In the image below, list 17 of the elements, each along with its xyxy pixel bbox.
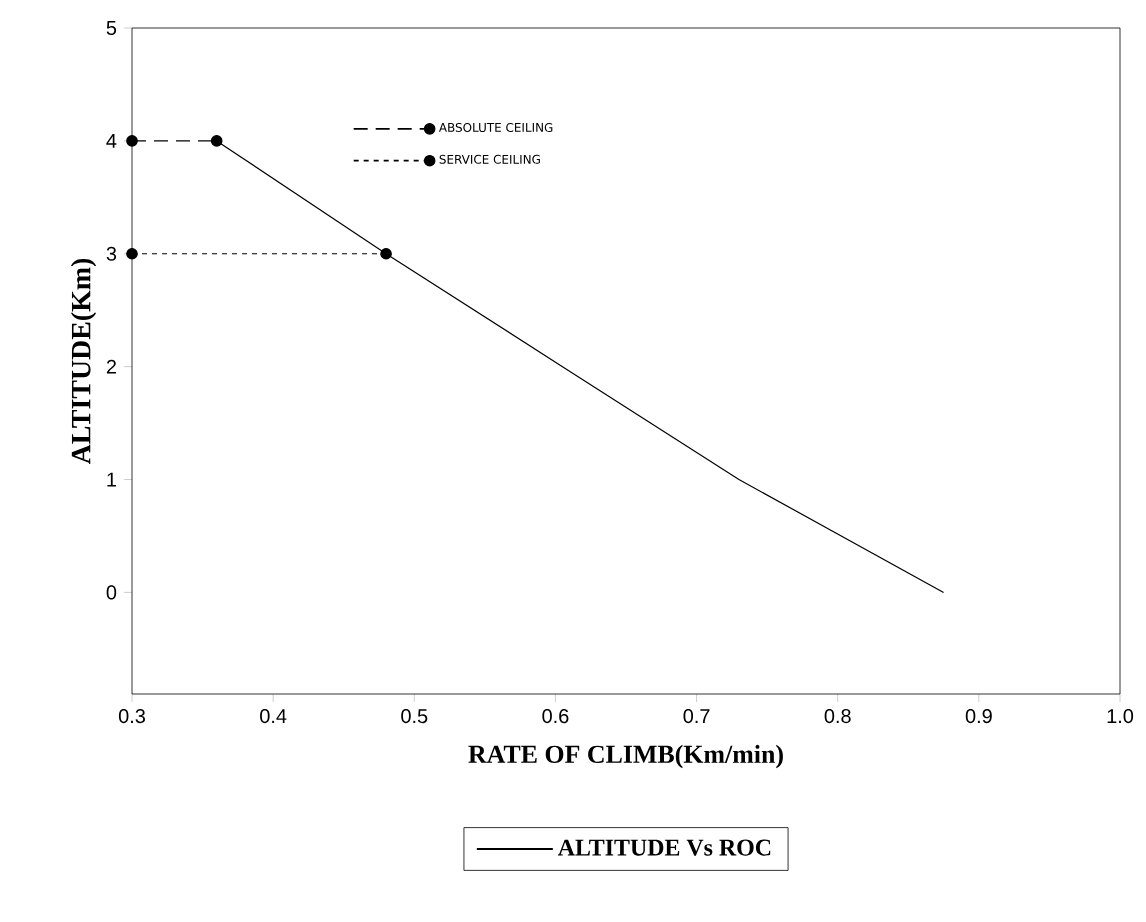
x-tick-label: 0.3 (118, 709, 145, 724)
x-tick-label: 0.8 (824, 709, 851, 724)
x-tick-label: 0.4 (260, 709, 287, 724)
x-axis-title: RATE OF CLIMB(Km/min) (468, 744, 783, 769)
legend-label: ALTITUDE Vs ROC (557, 839, 771, 856)
y-tick-label: 0 (106, 585, 117, 600)
y-tick-label: 1 (107, 472, 116, 487)
y-tick-label: 2 (106, 359, 116, 374)
x-tick-label: 0.7 (683, 709, 710, 724)
x-tick-label: 0.9 (965, 709, 992, 724)
y-axis-title: ALTITUDE(Km) (70, 258, 97, 465)
y-tick-label: 4 (106, 134, 117, 148)
y-tick-label: 5 (106, 21, 117, 35)
x-tick-label: 1.0 (1107, 709, 1134, 724)
y-tick-label: 3 (106, 246, 117, 261)
x-tick-label: 0.5 (401, 709, 428, 724)
x-tick-label: 0.6 (542, 709, 569, 724)
